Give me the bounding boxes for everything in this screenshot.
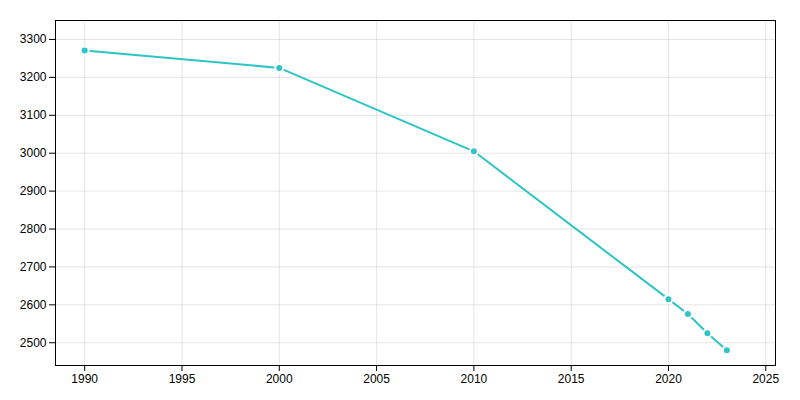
svg-text:2005: 2005	[363, 372, 390, 386]
svg-text:2000: 2000	[266, 372, 293, 386]
svg-text:2800: 2800	[20, 222, 47, 236]
svg-text:3100: 3100	[20, 108, 47, 122]
svg-text:2500: 2500	[20, 336, 47, 350]
svg-text:2015: 2015	[558, 372, 585, 386]
svg-text:3000: 3000	[20, 146, 47, 160]
svg-text:1990: 1990	[71, 372, 98, 386]
svg-text:3200: 3200	[20, 70, 47, 84]
svg-text:2900: 2900	[20, 184, 47, 198]
svg-text:2700: 2700	[20, 260, 47, 274]
svg-text:3300: 3300	[20, 32, 47, 46]
svg-text:2020: 2020	[655, 372, 682, 386]
svg-text:2010: 2010	[461, 372, 488, 386]
svg-text:2600: 2600	[20, 298, 47, 312]
svg-text:1995: 1995	[169, 372, 196, 386]
svg-text:2025: 2025	[752, 372, 779, 386]
